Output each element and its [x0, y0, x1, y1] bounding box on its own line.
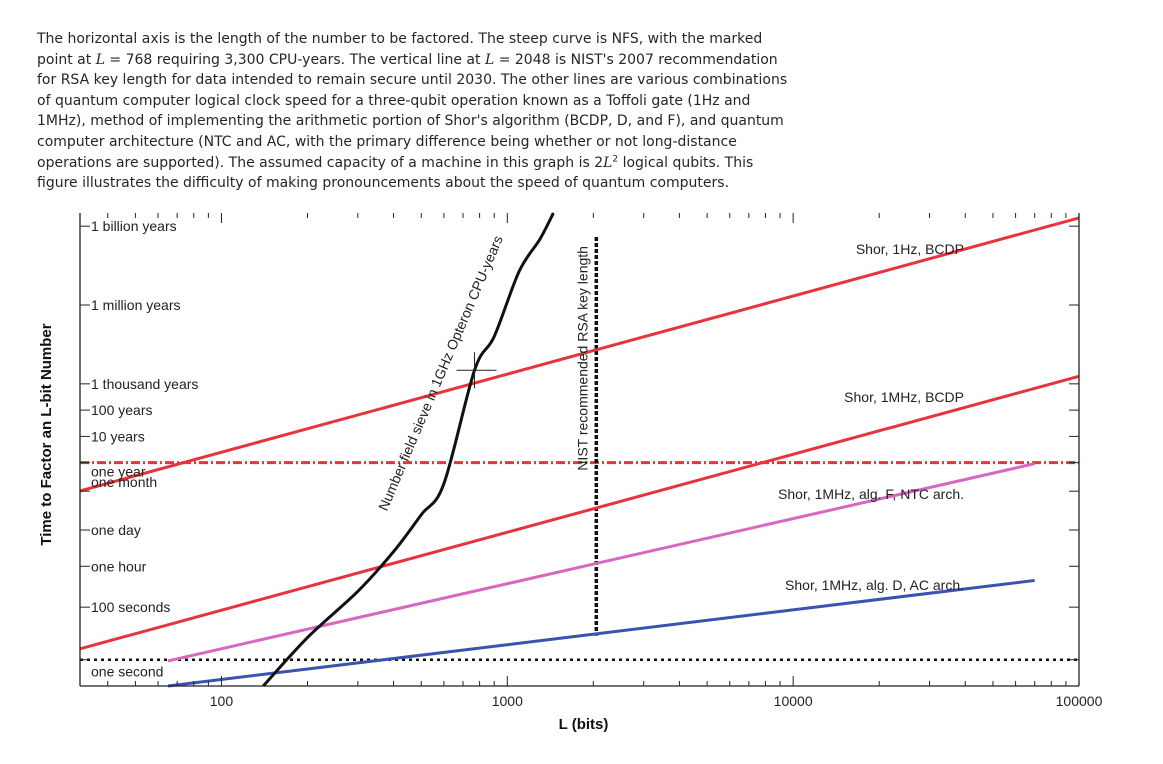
y-tick-label: one year [91, 464, 146, 480]
axes [79, 213, 1080, 687]
series-label-shor-1mhz-alg-d-ac-arch: Shor, 1MHz, alg. D, AC arch. [785, 577, 964, 593]
series-line-number-field-sieve-in-1ghz-opteron-cpu-years [262, 212, 555, 688]
caption-part-3: = 2048 is NIST's 2007 recommendation for… [37, 51, 788, 171]
x-tick-label: 100000 [1056, 693, 1103, 709]
reference-lines [80, 237, 1079, 661]
caption-part-4: logical qubits. This figure illustrates … [37, 154, 754, 192]
y-tick-label: 100 seconds [91, 599, 170, 615]
y-tick-label: 1 thousand years [91, 376, 198, 392]
caption-part-2: = 768 requiring 3,300 CPU-years. The ver… [104, 51, 485, 68]
y-tick-label: one second [91, 664, 163, 680]
y-tick-label: 100 years [91, 402, 152, 418]
series-line-shor-1mhz-alg-d-ac-arch [167, 578, 1035, 688]
x-tick-label: 10000 [774, 693, 813, 709]
series-label-shor-1hz-bcdp: Shor, 1Hz, BCDP [856, 241, 964, 257]
series-label-number-field-sieve-in-1ghz-opteron-cpu-years: Number field sieve in 1GHz Opteron CPU-y… [375, 233, 506, 513]
caption-variable-L-squared: L [603, 154, 613, 171]
caption-exponent: 2 [612, 153, 619, 164]
y-tick-label: 1 million years [91, 297, 180, 313]
y-tick-label: one hour [91, 558, 147, 574]
series-line-shor-1mhz-bcdp [79, 374, 1080, 651]
caption-variable-L: L [484, 51, 495, 68]
y-tick-label: 1 billion years [91, 218, 177, 234]
series-label-shor-1mhz-alg-f-ntc-arch: Shor, 1MHz, alg. F, NTC arch. [778, 486, 964, 502]
nist-line-label: NIST recommended RSA key length [574, 246, 590, 471]
y-axis-title: Time to Factor an L-bit Number [38, 323, 55, 545]
series-line-shor-1hz-bcdp [79, 216, 1080, 493]
series-line-shor-1mhz-alg-f-ntc-arch [167, 462, 1036, 663]
series-label-shor-1mhz-bcdp: Shor, 1MHz, BCDP [844, 389, 964, 405]
y-tick-label: 10 years [91, 428, 145, 444]
y-tick-label: one month [91, 474, 157, 490]
caption-variable-L: L [95, 51, 105, 68]
series-lines [79, 212, 1080, 688]
x-axis-title: L (bits) [559, 716, 609, 733]
x-tick-label: 1000 [492, 693, 523, 709]
y-tick-label: one day [91, 522, 141, 538]
labels: 100 1000 10000 100000 one second 100 seconds o… [91, 218, 1103, 709]
figure-caption: The horizontal axis is the length of the… [37, 29, 797, 194]
x-tick-label: 100 [210, 693, 234, 709]
caption-part-1: The horizontal axis is the length of the… [37, 31, 763, 68]
